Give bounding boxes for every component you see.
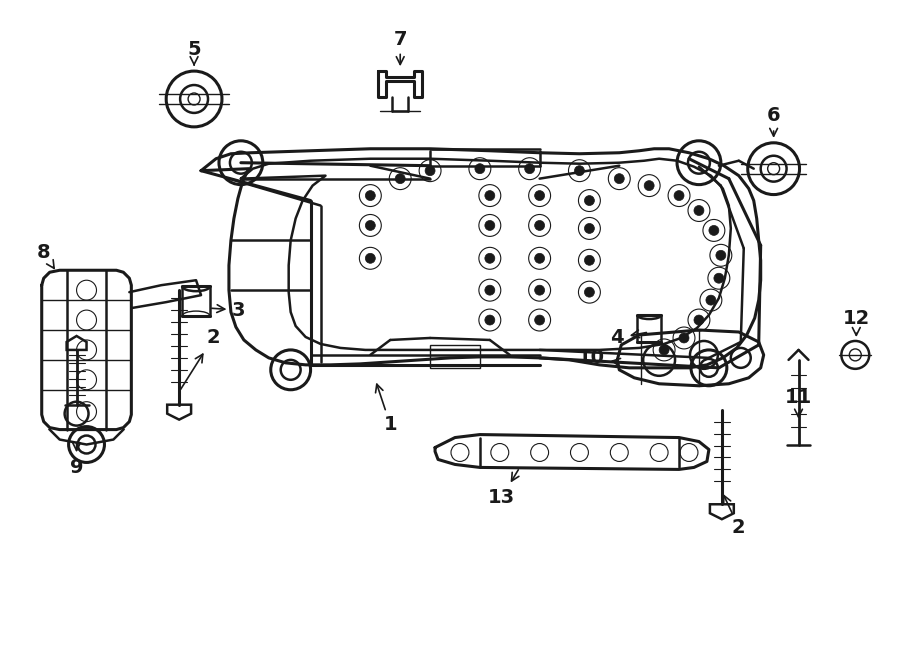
Text: 11: 11: [785, 388, 812, 417]
Circle shape: [706, 295, 716, 305]
Text: 12: 12: [842, 308, 870, 336]
Circle shape: [485, 220, 495, 230]
Circle shape: [425, 166, 435, 175]
Circle shape: [709, 226, 719, 236]
Text: 5: 5: [187, 40, 201, 65]
Circle shape: [716, 250, 725, 260]
Text: 4: 4: [610, 328, 646, 348]
Text: 10: 10: [578, 348, 620, 367]
Circle shape: [535, 285, 544, 295]
Circle shape: [535, 191, 544, 201]
Text: 2: 2: [181, 328, 220, 389]
Circle shape: [714, 273, 724, 283]
Text: 6: 6: [767, 107, 780, 136]
Circle shape: [694, 315, 704, 325]
Circle shape: [674, 191, 684, 201]
Text: 9: 9: [70, 442, 84, 477]
Text: 3: 3: [212, 301, 246, 320]
Circle shape: [659, 345, 669, 355]
Circle shape: [475, 164, 485, 173]
Circle shape: [584, 195, 594, 205]
Text: 8: 8: [37, 243, 54, 268]
Circle shape: [584, 224, 594, 234]
Circle shape: [644, 181, 654, 191]
Circle shape: [574, 166, 584, 175]
Circle shape: [535, 220, 544, 230]
Circle shape: [535, 315, 544, 325]
Text: 2: 2: [724, 496, 745, 537]
Circle shape: [679, 333, 689, 343]
Text: 1: 1: [375, 384, 397, 434]
Circle shape: [365, 191, 375, 201]
Circle shape: [584, 287, 594, 297]
Circle shape: [694, 205, 704, 216]
Circle shape: [584, 256, 594, 265]
Circle shape: [485, 315, 495, 325]
Circle shape: [485, 254, 495, 263]
Circle shape: [525, 164, 535, 173]
Circle shape: [365, 254, 375, 263]
Circle shape: [615, 173, 625, 183]
Circle shape: [535, 254, 544, 263]
Circle shape: [485, 285, 495, 295]
Circle shape: [365, 220, 375, 230]
Text: 13: 13: [488, 470, 519, 507]
Circle shape: [395, 173, 405, 183]
Circle shape: [485, 191, 495, 201]
Text: 7: 7: [393, 30, 407, 64]
